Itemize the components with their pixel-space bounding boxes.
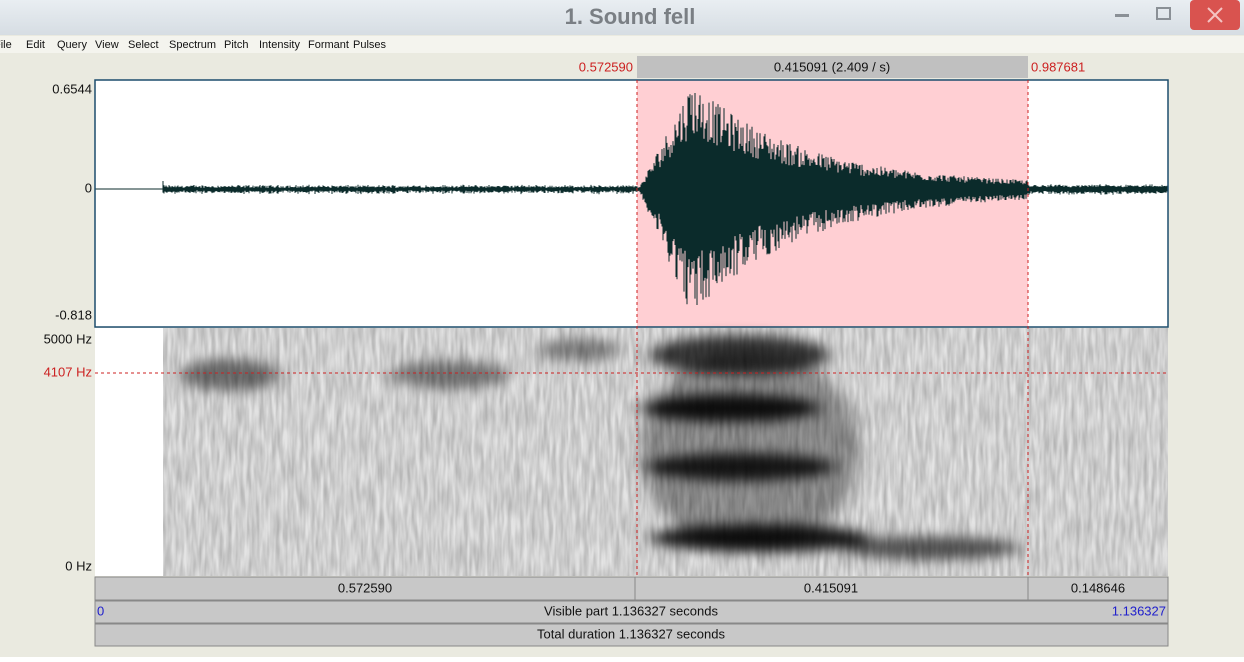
spectrogram [163, 328, 1168, 576]
menu-item[interactable]: Pulses [353, 39, 387, 51]
selection-end: 0.987681 [1031, 59, 1085, 74]
spec-f-max: 5000 Hz [44, 331, 92, 346]
menu-item[interactable]: Pitch [224, 39, 248, 51]
wave-y-max: 0.6544 [52, 81, 92, 96]
window-title: 1. Sound fell [565, 4, 696, 29]
visible-label: Visible part 1.136327 seconds [544, 603, 718, 618]
selection-length: 0.415091 (2.409 / s) [774, 59, 890, 74]
menu-item[interactable]: Intensity [259, 39, 300, 51]
menu-item[interactable]: Spectrum [169, 39, 216, 51]
menu-item[interactable]: Select [128, 39, 159, 51]
total-duration: Total duration 1.136327 seconds [537, 626, 725, 641]
duration-before: 0.572590 [338, 580, 392, 595]
praat-window: 1. Sound fell File Edit Query View Select Spe… [0, 0, 1244, 657]
duration-after: 0.148646 [1071, 580, 1125, 595]
spec-cursor: 4107 Hz [44, 364, 92, 379]
menu-item[interactable]: View [95, 39, 119, 51]
visible-start: 0 [97, 603, 104, 618]
menu-item[interactable]: Query [57, 39, 87, 51]
selection-start: 0.572590 [579, 59, 633, 74]
visible-end: 1.136327 [1112, 603, 1166, 618]
minimize-button[interactable] [1115, 14, 1129, 17]
menu: File Edit Query View Select Spectrum Pitch Inte… [0, 39, 387, 51]
menu-item[interactable]: File [0, 39, 12, 51]
wave-y-zero: 0 [85, 180, 92, 195]
duration-selection: 0.415091 [804, 580, 858, 595]
spec-f-min: 0 Hz [65, 558, 92, 573]
wave-y-min: -0.818 [55, 307, 92, 322]
menu-item[interactable]: Formant [308, 39, 349, 51]
menu-item[interactable]: Edit [26, 39, 45, 51]
page: 1. Sound fell File Edit Query View Select Spe… [0, 0, 1244, 657]
